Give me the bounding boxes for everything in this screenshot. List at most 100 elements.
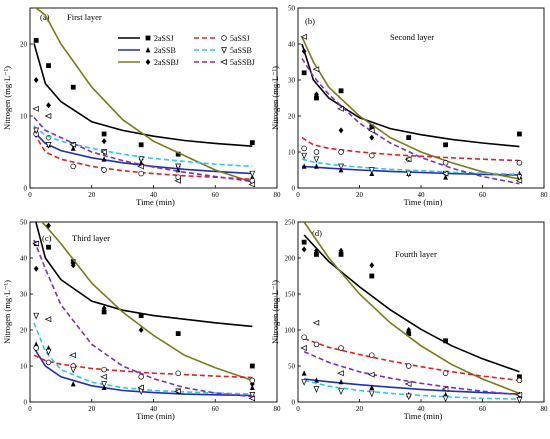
data-point-5assbj [100, 149, 107, 155]
fit-curve-2assb [33, 347, 253, 397]
data-point-5assb [301, 379, 308, 386]
data-point-2assb [338, 378, 344, 385]
fit-curve-5assj [303, 337, 520, 382]
data-point-5assj [516, 160, 523, 166]
data-point-2assbj [101, 305, 107, 312]
plot-frame-c [29, 221, 278, 403]
data-point-5assj [138, 170, 144, 177]
y-tick-label: 50 [288, 5, 296, 13]
data-point-2assb [369, 384, 375, 390]
data-point-2assj [314, 252, 319, 257]
data-point-2assj [175, 331, 181, 336]
data-point-5assbj [337, 370, 344, 377]
y-tick-label: 30 [288, 77, 296, 85]
x-axis-label: Time (min) [404, 197, 443, 207]
data-point-5assb [33, 312, 40, 320]
x-tick-label: 20 [356, 405, 364, 413]
data-point-5assj [313, 341, 320, 348]
data-point-2assj [338, 252, 344, 257]
chart-panel-a: 0 20 40 60 80 0 10 20 Time (min) Nitrogen (mg·L⁻¹… [2, 7, 281, 207]
data-point-5assb [313, 156, 320, 164]
data-point-2assj [138, 142, 144, 148]
panel-letter: (a) [40, 12, 50, 22]
data-point-2assbj [33, 77, 39, 83]
data-point-5assb [405, 393, 412, 401]
panel-title: Second layer [390, 32, 434, 42]
data-point-5assj [138, 374, 144, 380]
x-tick-label: 0 [28, 191, 32, 199]
data-point-5assj [101, 167, 107, 173]
data-point-2assbj [314, 91, 319, 98]
data-point-2assj [46, 63, 51, 68]
legend-marker [145, 59, 151, 65]
data-point-5assb [70, 366, 77, 374]
data-point-2assbj [70, 262, 76, 269]
data-point-5assb [442, 395, 449, 403]
data-point-5assb [368, 390, 375, 398]
x-tick-label: 40 [418, 191, 426, 199]
legend-label: 5aSSB [230, 46, 252, 55]
fit-curve-5assb [33, 125, 253, 168]
data-point-2assb [70, 381, 76, 387]
data-point-5assb [45, 348, 52, 356]
legend: 2aSSJ 2aSSB 2aSSBJ 5aSSJ 5aSSB 5aSSBJ [118, 34, 255, 67]
y-tick-label: 30 [20, 291, 28, 299]
data-point-5assbj [312, 319, 320, 326]
data-point-5assbj [300, 33, 307, 40]
x-tick-label: 20 [88, 405, 96, 413]
y-tick-label: 0 [292, 399, 296, 407]
panel-letter: (c) [42, 233, 52, 243]
data-point-5assb [175, 163, 182, 171]
legend-label: 5aSSBJ [230, 58, 255, 67]
data-point-2assj [301, 70, 307, 76]
y-tick-label: 0 [292, 185, 296, 193]
data-point-5assj [45, 359, 52, 366]
data-point-5assj [101, 366, 107, 373]
y-tick-label: 150 [285, 291, 296, 299]
data-point-5assj [301, 334, 307, 340]
data-point-2assj [406, 135, 412, 140]
data-point-5assb [138, 156, 145, 164]
data-point-2assj [314, 95, 319, 101]
data-point-5assbj [515, 177, 523, 184]
x-tick-label: 80 [541, 191, 549, 199]
y-tick-label: 40 [288, 41, 296, 49]
data-point-5assbj [312, 66, 320, 73]
chart-panel-c: 0 20 40 60 80 0 10 20 30 40 50 Time (min) Nitrogen (… [2, 219, 282, 422]
data-point-2assj [138, 313, 144, 318]
panel-letter: (b) [305, 16, 315, 26]
data-point-5assbj [174, 388, 181, 395]
legend-marker [145, 47, 151, 53]
data-point-5assj [33, 345, 39, 351]
data-point-5assj [338, 345, 344, 351]
data-point-2assj [175, 151, 181, 157]
x-tick-label: 60 [212, 405, 220, 413]
data-point-2assj [249, 363, 255, 369]
data-point-5assbj [69, 352, 76, 359]
panel-title: Fourth layer [395, 249, 437, 259]
x-tick-label: 80 [274, 405, 282, 413]
data-point-5assb [45, 142, 52, 149]
fit-curve-2assbj [303, 222, 520, 395]
data-point-2assj [101, 131, 107, 137]
data-point-2assb [249, 384, 255, 390]
y-tick-label: 250 [285, 219, 296, 227]
x-tick-label: 20 [88, 191, 96, 199]
data-point-2assj [443, 338, 448, 344]
chart-panel-b: 0 20 40 60 80 0 10 20 30 40 50 Time (min) Nitrogen (… [270, 5, 548, 208]
data-point-5assbj [515, 391, 523, 398]
legend-marker [221, 35, 227, 41]
data-point-5assb [338, 388, 344, 396]
data-point-5assb [338, 163, 344, 171]
x-axis-label: Time (min) [136, 411, 175, 421]
data-point-2assb [314, 163, 319, 169]
fit-curve-5assj [33, 132, 253, 181]
data-point-5assbj [367, 371, 375, 378]
data-point-2assbj [314, 247, 319, 254]
data-point-5assj [405, 363, 412, 369]
data-point-2assj [443, 142, 448, 148]
data-point-5assbj [137, 384, 144, 391]
y-tick-label: 0 [24, 185, 28, 193]
y-tick-label: 20 [288, 113, 296, 121]
data-point-5assbj [404, 381, 412, 387]
